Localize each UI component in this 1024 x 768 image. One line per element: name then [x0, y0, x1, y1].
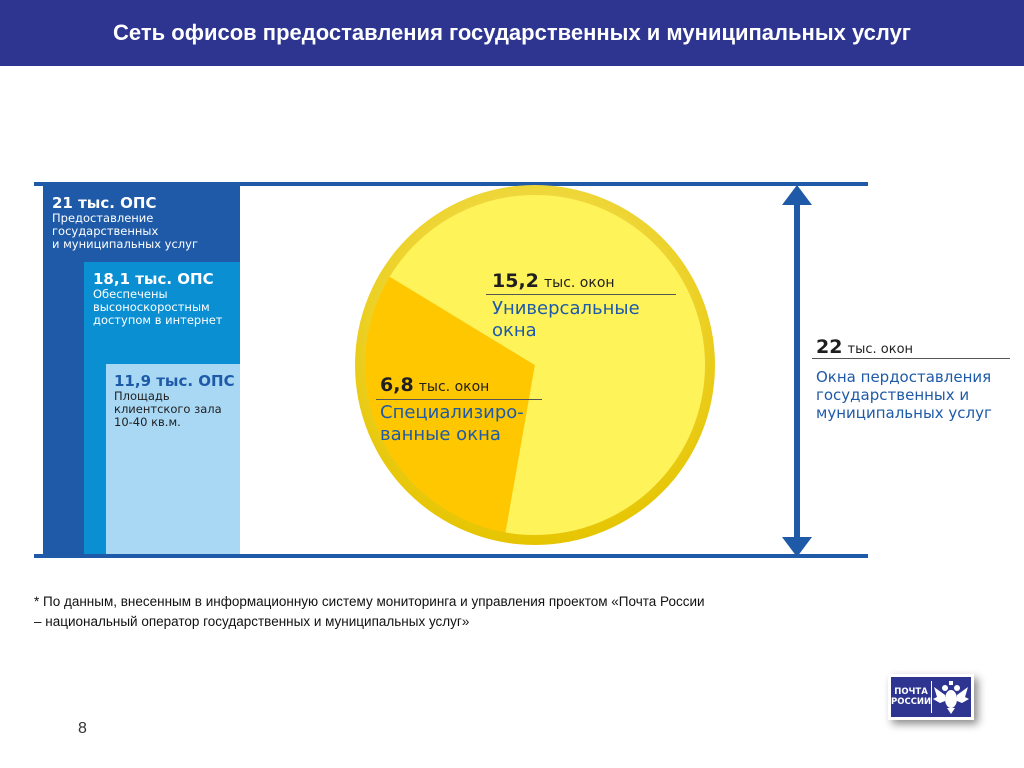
- slice-value: 6,8: [380, 374, 414, 396]
- bar-value-label: 21 тыс. ОПС: [52, 194, 157, 212]
- slice-desc-line: Универсальные: [492, 298, 640, 319]
- bar-desc-line: Площадь: [114, 389, 170, 403]
- bar-value-label: 18,1 тыс. ОПС: [93, 270, 214, 288]
- bar-desc-line: клиентского зала: [114, 402, 222, 416]
- footnote: * По данным, внесенным в информационную …: [34, 592, 834, 632]
- total-desc-line: государственных и: [816, 386, 970, 404]
- slice-value: 15,2: [492, 270, 539, 292]
- total-desc-line: муниципальных услуг: [816, 404, 992, 422]
- total-rule: [812, 358, 1010, 359]
- bar-desc-line: и муниципальных услуг: [52, 237, 198, 251]
- slice-desc-line: окна: [492, 320, 537, 341]
- total-label: 22 тыс. окон Окна пердоставления государ…: [816, 336, 992, 422]
- slice-unit: тыс. окон: [543, 275, 615, 291]
- total-unit: тыс. окон: [847, 342, 914, 357]
- bar-label-area: 11,9 тыс. ОПС Площадь клиентского зала 1…: [114, 372, 235, 429]
- bar-desc-line: 10-40 кв.м.: [114, 415, 181, 429]
- double-arrow-icon: [782, 185, 812, 557]
- logo: ПОЧТА РОССИИ: [888, 674, 974, 720]
- pie-chart: [355, 185, 715, 545]
- bar-desc-line: государственных: [52, 224, 159, 238]
- logo-wordmark: ПОЧТА РОССИИ: [891, 687, 932, 707]
- slice-desc-line: ванные окна: [380, 424, 501, 445]
- pie-slice-universal: [389, 195, 705, 535]
- bar-value-label: 11,9 тыс. ОПС: [114, 372, 235, 390]
- bar-desc-line: доступом в интернет: [93, 313, 223, 327]
- bar-desc-line: Обеспечены: [93, 287, 168, 301]
- footnote-line: – национальный оператор государственных …: [34, 614, 470, 629]
- slice-label-specialized: 6,8 тыс. окон Специализиро- ванные окна: [380, 374, 524, 446]
- slice-desc-line: Специализиро-: [380, 402, 524, 423]
- slice-rule-universal: [486, 294, 676, 295]
- top-frame-line: [34, 182, 868, 186]
- bar-label-total: 21 тыс. ОПС Предоставление государственн…: [52, 194, 198, 251]
- bar-desc-line: высоноскоростным: [93, 300, 210, 314]
- page-number: 8: [78, 720, 87, 737]
- total-value: 22: [816, 336, 843, 358]
- footnote-line: * По данным, внесенным в информационную …: [34, 594, 705, 609]
- slice-unit: тыс. окон: [418, 379, 490, 395]
- bar-desc-line: Предоставление: [52, 211, 154, 225]
- pie-slice-specialized: [364, 276, 535, 533]
- bar-ops-area: [106, 364, 240, 554]
- double-headed-eagle-icon: [933, 681, 969, 714]
- total-desc-line: Окна пердоставления: [816, 368, 992, 386]
- slice-rule-specialized: [376, 399, 542, 400]
- bar-label-internet: 18,1 тыс. ОПС Обеспечены высоноскоростны…: [93, 270, 223, 327]
- bottom-frame-line: [34, 554, 868, 558]
- slice-label-universal: 15,2 тыс. окон Универсальные окна: [492, 270, 640, 342]
- logo-divider: [931, 681, 932, 713]
- page-title: Сеть офисов предоставления государственн…: [0, 0, 1024, 66]
